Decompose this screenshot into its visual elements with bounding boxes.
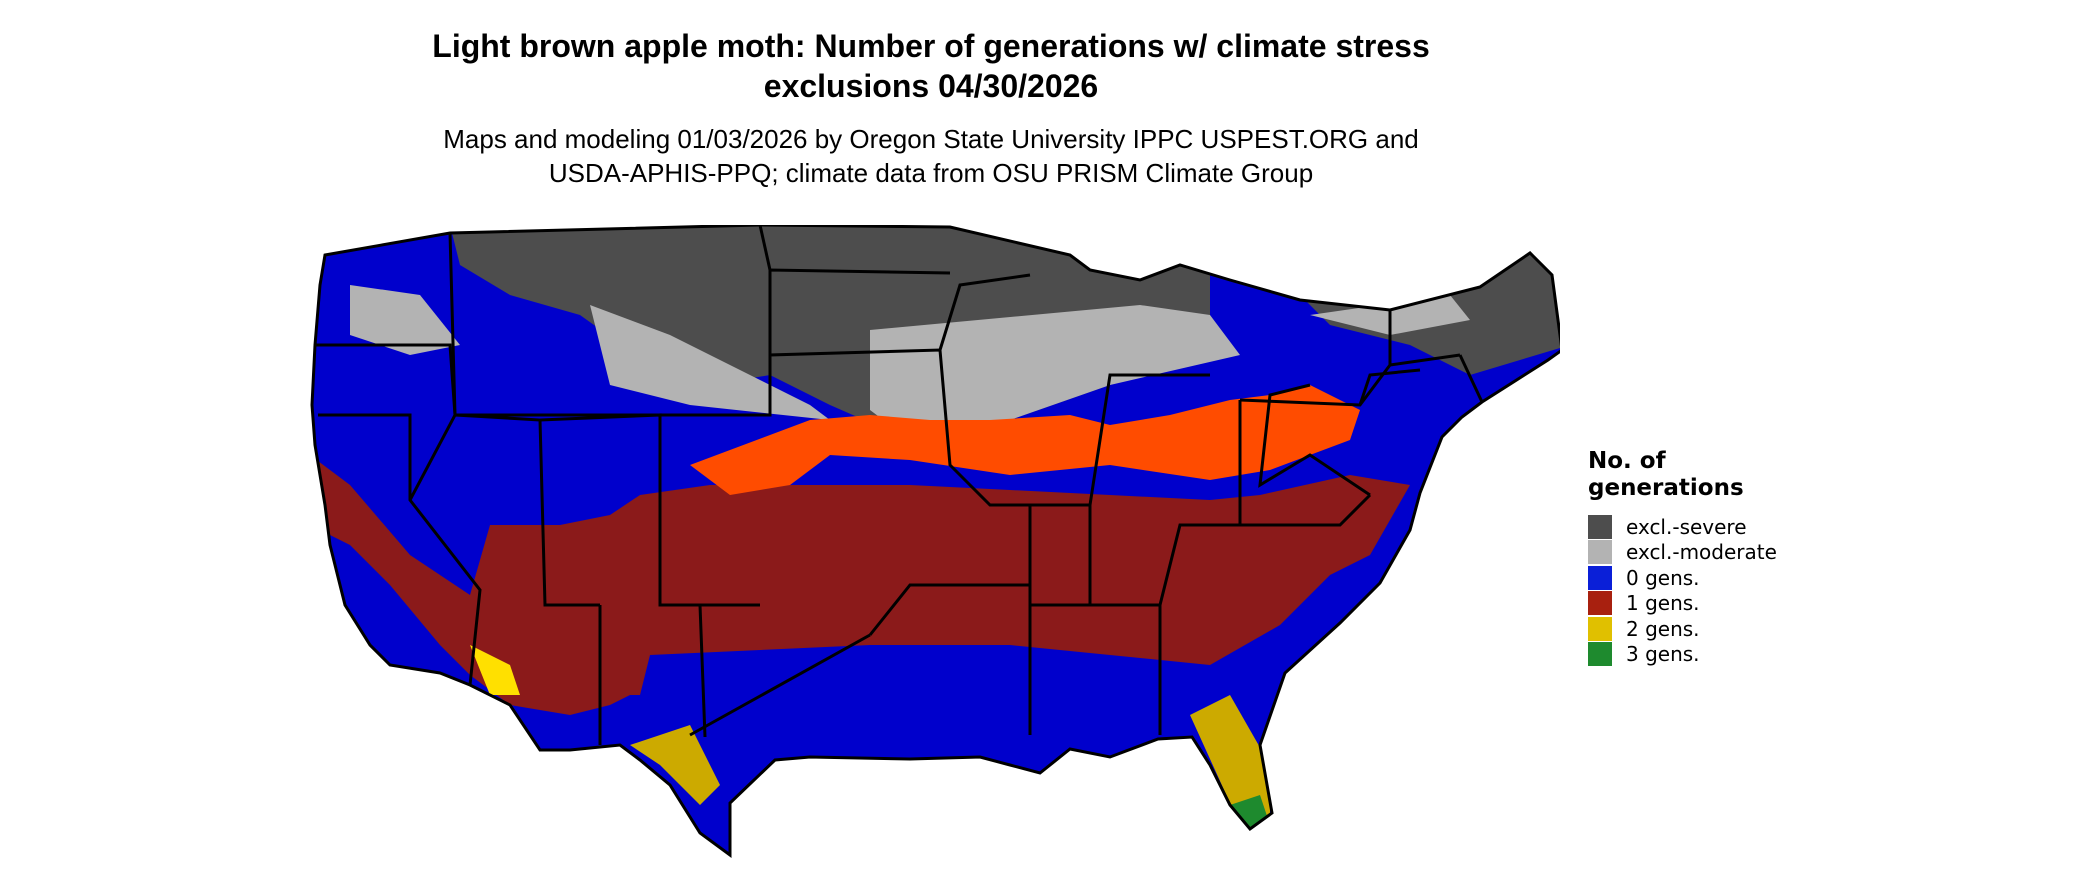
legend-item-excl-severe: excl.-severe bbox=[1588, 514, 1777, 540]
legend-label-1-gens: 1 gens. bbox=[1626, 591, 1700, 616]
legend-title-line-2: generations bbox=[1588, 475, 1744, 501]
legend-label-2-gens: 2 gens. bbox=[1626, 616, 1700, 641]
legend-swatch-0-gens bbox=[1588, 565, 1612, 590]
legend-item-0-gens: 0 gens. bbox=[1588, 565, 1777, 591]
zone-excl-moderate-plains bbox=[870, 305, 1240, 440]
legend-swatch-excl-moderate bbox=[1588, 540, 1612, 565]
state-boundaries bbox=[310, 225, 1560, 858]
legend-label-excl-moderate: excl.-moderate bbox=[1626, 540, 1777, 565]
legend-title-line-1: No. of bbox=[1588, 448, 1666, 474]
map-subtitle-line-1: Maps and modeling 01/03/2026 by Oregon S… bbox=[443, 124, 1419, 154]
legend-swatch-2-gens bbox=[1588, 616, 1612, 641]
map-title-line-1: Light brown apple moth: Number of genera… bbox=[432, 28, 1430, 64]
map-title-line-2: exclusions 04/30/2026 bbox=[763, 68, 1099, 104]
legend-item-excl-moderate: excl.-moderate bbox=[1588, 540, 1777, 566]
legend-item-2-gens: 2 gens. bbox=[1588, 616, 1777, 642]
zone-excl-moderate-northwest bbox=[350, 285, 460, 355]
zone-two-gens-texas bbox=[630, 725, 720, 805]
map-subtitle: Maps and modeling 01/03/2026 by Oregon S… bbox=[0, 122, 1862, 190]
legend-swatch-excl-severe bbox=[1588, 514, 1612, 539]
zone-one-gens-orange-band bbox=[690, 385, 1360, 495]
legend-label-excl-severe: excl.-severe bbox=[1626, 514, 1747, 539]
legend-label-3-gens: 3 gens. bbox=[1626, 642, 1700, 667]
zone-two-gens-southwest bbox=[470, 645, 520, 695]
legend-item-3-gens: 3 gens. bbox=[1588, 642, 1777, 668]
legend-title: No. of generations bbox=[1588, 448, 1777, 502]
map-subtitle-line-2: USDA-APHIS-PPQ; climate data from OSU PR… bbox=[548, 158, 1314, 188]
legend: No. of generations excl.-severe excl.-mo… bbox=[1588, 448, 1777, 667]
zone-two-gens-florida bbox=[1190, 695, 1270, 825]
map-title: Light brown apple moth: Number of genera… bbox=[0, 26, 1862, 106]
us-generation-map bbox=[310, 225, 1560, 858]
legend-label-0-gens: 0 gens. bbox=[1626, 565, 1700, 590]
legend-swatch-1-gens bbox=[1588, 591, 1612, 616]
legend-swatch-3-gens bbox=[1588, 642, 1612, 667]
legend-item-1-gens: 1 gens. bbox=[1588, 591, 1777, 617]
zone-one-gens-south bbox=[312, 455, 1410, 715]
